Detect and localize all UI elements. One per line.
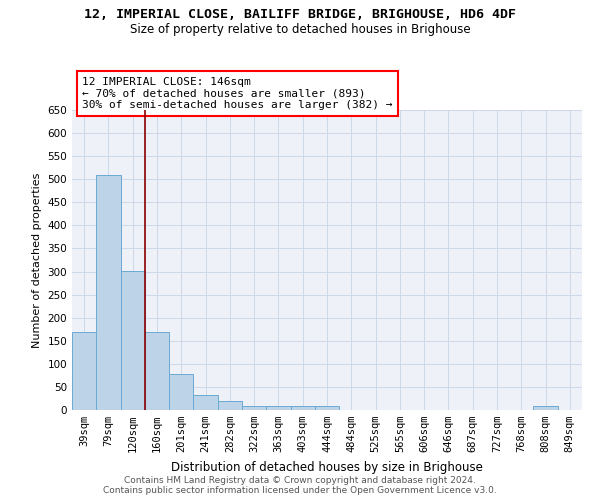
Bar [315,406,339,410]
Text: Size of property relative to detached houses in Brighouse: Size of property relative to detached ho… [130,22,470,36]
Y-axis label: Number of detached properties: Number of detached properties [32,172,42,348]
Bar [266,406,290,410]
Bar [290,406,315,410]
X-axis label: Distribution of detached houses by size in Brighouse: Distribution of detached houses by size … [171,460,483,473]
Bar [96,174,121,410]
Bar [193,395,218,410]
Text: 12 IMPERIAL CLOSE: 146sqm
← 70% of detached houses are smaller (893)
30% of semi: 12 IMPERIAL CLOSE: 146sqm ← 70% of detac… [82,77,392,110]
Text: 12, IMPERIAL CLOSE, BAILIFF BRIDGE, BRIGHOUSE, HD6 4DF: 12, IMPERIAL CLOSE, BAILIFF BRIDGE, BRIG… [84,8,516,20]
Bar [145,332,169,410]
Bar [242,406,266,410]
Bar [218,401,242,410]
Bar [533,406,558,410]
Bar [169,374,193,410]
Bar [121,270,145,410]
Bar [72,332,96,410]
Text: Contains HM Land Registry data © Crown copyright and database right 2024.
Contai: Contains HM Land Registry data © Crown c… [103,476,497,495]
